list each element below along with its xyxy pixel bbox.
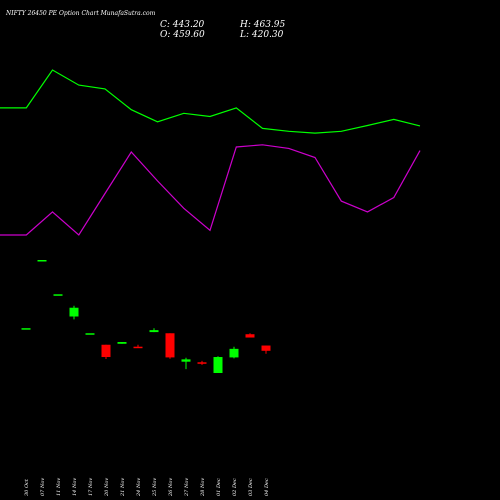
x-tick-label: 27 Nov: [184, 478, 190, 497]
candles: [21, 260, 271, 373]
candle-24-nov: [133, 344, 143, 349]
chart-title: NIFTY 26450 PE Option Chart MunafaSutra.…: [6, 10, 156, 17]
x-tick-label: 01 Dec: [216, 478, 222, 496]
candle-04-dec: [261, 345, 271, 354]
x-tick-label: 03 Dec: [248, 478, 254, 496]
candle-03-dec: [245, 333, 255, 338]
candle-body: [245, 334, 255, 338]
candle-body: [21, 328, 31, 330]
candle-01-dec: [213, 356, 223, 373]
candle-body: [133, 346, 143, 349]
candle-20-nov: [101, 344, 111, 359]
x-tick-label: 26 Nov: [168, 478, 174, 497]
x-tick-label: 25 Nov: [152, 478, 158, 497]
x-tick-label: 20 Nov: [104, 478, 110, 497]
candle-body: [53, 294, 63, 296]
candle-body: [117, 342, 127, 344]
candle-body: [37, 260, 47, 262]
candle-25-nov: [149, 328, 159, 333]
x-tick-label: 02 Dec: [232, 478, 238, 496]
candle-body: [261, 345, 271, 351]
close-value: C: 443.20: [160, 20, 205, 30]
x-tick-label: 30 Oct: [24, 478, 30, 496]
overlay-line-2: [0, 144, 421, 236]
x-tick-label: 07 Nov: [40, 478, 46, 496]
x-tick-label: 11 Nov: [56, 478, 62, 496]
candle-07-nov: [37, 260, 47, 262]
x-tick-label: 28 Nov: [200, 478, 206, 497]
high-value: H: 463.95: [240, 20, 286, 30]
candle-body: [101, 344, 111, 358]
x-axis-labels: 30 Oct 07 Nov 11 Nov 14 Nov 17 Nov 20 Nov 21 N…: [24, 478, 270, 497]
candle-body: [149, 330, 159, 333]
low-value: L: 420.30: [240, 30, 284, 40]
candle-27-nov: [181, 357, 191, 370]
candle-02-dec: [229, 346, 239, 359]
candle-body: [181, 359, 191, 362]
x-tick-label: 14 Nov: [72, 478, 78, 496]
candle-26-nov: [165, 333, 175, 359]
candle-body: [69, 307, 79, 317]
candle-body: [197, 362, 207, 364]
x-tick-label: 21 Nov: [120, 478, 126, 497]
candle-11-nov: [53, 294, 63, 296]
candle-body: [229, 348, 239, 358]
candle-30-oct: [21, 328, 31, 330]
x-tick-label: 04 Dec: [264, 478, 270, 496]
candle-21-nov: [117, 342, 127, 344]
candle-28-nov: [197, 360, 207, 365]
candle-14-nov: [69, 305, 79, 320]
candle-body: [213, 357, 223, 373]
candle-body: [165, 333, 175, 358]
x-tick-label: 17 Nov: [88, 478, 94, 496]
overlay-line-1: [0, 69, 421, 134]
open-value: O: 459.60: [160, 30, 205, 40]
x-tick-label: 24 Nov: [136, 478, 142, 497]
overlay-lines: [0, 69, 421, 236]
candle-17-nov: [85, 333, 95, 335]
candle-body: [85, 333, 95, 335]
